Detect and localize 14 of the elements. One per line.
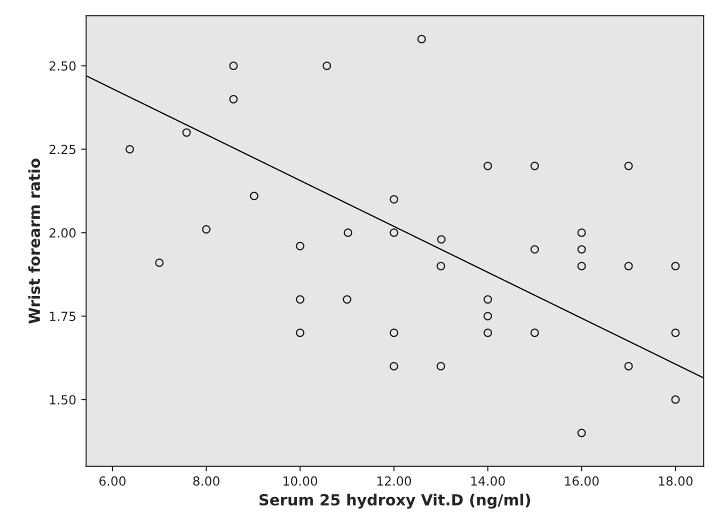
x-tick-label: 10.00: [284, 476, 318, 486]
x-axis-title: Serum 25 hydroxy Vit.D (ng/ml): [260, 494, 530, 509]
x-tick-label: 14.00: [471, 476, 505, 486]
y-tick-label: 2.25: [50, 144, 76, 154]
x-tick-label: 18.00: [658, 476, 693, 486]
x-tick-label: 16.00: [565, 476, 599, 486]
y-tick-label: 1.50: [50, 395, 76, 405]
y-tick-label: 1.75: [50, 312, 76, 322]
y-tick-label: 2.00: [50, 228, 76, 238]
x-tick-label: 6.00: [99, 476, 126, 486]
x-tick-label: 12.00: [377, 476, 412, 486]
y-axis-title: Wrist forearm ratio: [28, 158, 40, 324]
x-tick-label: 8.00: [193, 476, 220, 486]
y-tick-label: 2.50: [50, 61, 76, 71]
